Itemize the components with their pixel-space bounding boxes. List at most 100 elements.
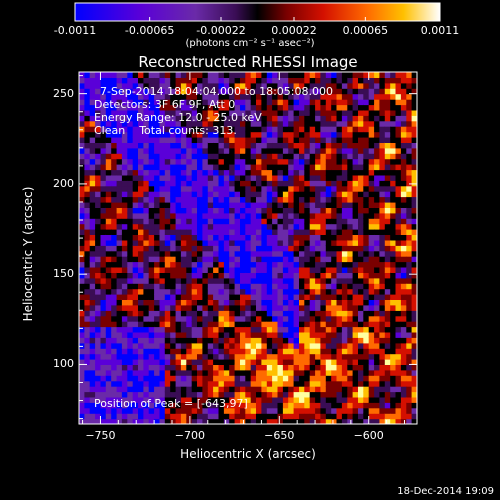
heatmap-cell: [89, 315, 96, 322]
heatmap-cell: [197, 120, 203, 127]
heatmap-cell: [347, 109, 354, 116]
heatmap-cell: [320, 348, 327, 355]
heatmap-cell: [374, 169, 381, 176]
heatmap-cell: [164, 174, 171, 181]
heatmap-cell: [164, 169, 171, 176]
heatmap-cell: [245, 126, 252, 133]
heatmap-cell: [261, 256, 268, 263]
heatmap-cell: [395, 115, 402, 122]
heatmap-cell: [89, 245, 96, 252]
heatmap-cell: [266, 142, 273, 149]
heatmap-cell: [186, 99, 193, 106]
heatmap-cell: [411, 288, 417, 295]
heatmap-cell: [261, 315, 268, 322]
heatmap-cell: [234, 250, 241, 257]
heatmap-cell: [138, 299, 144, 306]
heatmap-cell: [352, 234, 359, 241]
heatmap-cell: [250, 353, 257, 360]
heatmap-cell: [84, 120, 91, 127]
heatmap-cell: [218, 142, 225, 149]
heatmap-cell: [400, 261, 407, 268]
heatmap-cell: [143, 191, 150, 198]
heatmap-cell: [175, 174, 182, 181]
heatmap-cell: [105, 391, 112, 398]
heatmap-cell: [138, 386, 144, 393]
heatmap-cell: [164, 407, 171, 414]
heatmap-cell: [240, 109, 246, 116]
heatmap-cell: [315, 299, 322, 306]
heatmap-cell: [336, 418, 343, 424]
heatmap-cell: [84, 326, 91, 333]
heatmap-cell: [261, 277, 268, 284]
heatmap-cell: [105, 261, 112, 268]
heatmap-cell: [341, 180, 348, 187]
heatmap-cell: [400, 137, 407, 143]
heatmap-cell: [175, 147, 182, 154]
heatmap-cell: [304, 153, 311, 160]
heatmap-cell: [325, 402, 332, 409]
heatmap-cell: [154, 147, 161, 154]
heatmap-cell: [191, 104, 198, 111]
heatmap-cell: [250, 131, 257, 138]
heatmap-cell: [304, 315, 311, 322]
heatmap-cell: [121, 294, 128, 300]
heatmap-cell: [186, 180, 193, 187]
heatmap-cell: [390, 375, 397, 382]
heatmap-cell: [352, 375, 359, 382]
heatmap-cell: [148, 158, 155, 165]
heatmap-cell: [309, 229, 316, 235]
heatmap-cell: [293, 120, 300, 127]
heatmap-cell: [132, 272, 139, 279]
heatmap-cell: [191, 402, 198, 409]
heatmap-cell: [358, 196, 364, 203]
heatmap-cell: [159, 250, 166, 257]
heatmap-cell: [347, 104, 354, 111]
x-tick-label-3: −600: [353, 429, 384, 442]
heatmap-cell: [218, 120, 225, 127]
heatmap-cell: [111, 256, 118, 263]
heatmap-cell: [148, 326, 155, 333]
heatmap-cell: [406, 256, 413, 263]
heatmap-cell: [325, 267, 332, 273]
heatmap-cell: [315, 375, 322, 382]
heatmap-cell: [79, 158, 85, 165]
heatmap-cell: [191, 196, 198, 203]
heatmap-cell: [89, 380, 96, 387]
heatmap-cell: [358, 223, 364, 230]
heatmap-cell: [89, 283, 96, 290]
heatmap-cell: [341, 207, 348, 214]
heatmap-cell: [170, 169, 177, 176]
timestamp: 18-Dec-2014 19:09: [397, 486, 494, 497]
heatmap-cell: [266, 212, 273, 219]
heatmap-cell: [358, 396, 364, 403]
heatmap-cell: [218, 315, 225, 322]
heatmap-cell: [132, 321, 139, 328]
heatmap-cell: [358, 185, 364, 192]
heatmap-cell: [245, 364, 252, 371]
heatmap-cell: [363, 331, 370, 338]
heatmap-cell: [213, 359, 220, 365]
heatmap-cell: [250, 88, 257, 95]
heatmap-cell: [234, 277, 241, 284]
heatmap-cell: [358, 82, 364, 89]
heatmap-cell: [261, 77, 268, 84]
heatmap-cell: [331, 407, 338, 414]
heatmap-cell: [121, 82, 128, 89]
heatmap-cell: [170, 256, 177, 263]
heatmap-cell: [309, 294, 316, 300]
heatmap-cell: [293, 158, 300, 165]
heatmap-cell: [358, 169, 364, 176]
heatmap-cell: [358, 147, 364, 154]
heatmap-cell: [250, 304, 257, 311]
heatmap-cell: [202, 310, 209, 317]
heatmap-cell: [250, 294, 257, 300]
heatmap-cell: [250, 299, 257, 306]
heatmap-cell: [315, 261, 322, 268]
heatmap-cell: [309, 185, 316, 192]
heatmap-cell: [293, 218, 300, 225]
heatmap-cell: [197, 104, 203, 111]
heatmap-cell: [105, 88, 112, 95]
heatmap-cell: [315, 396, 322, 403]
heatmap-cell: [84, 304, 91, 311]
heatmap-cell: [368, 348, 375, 355]
